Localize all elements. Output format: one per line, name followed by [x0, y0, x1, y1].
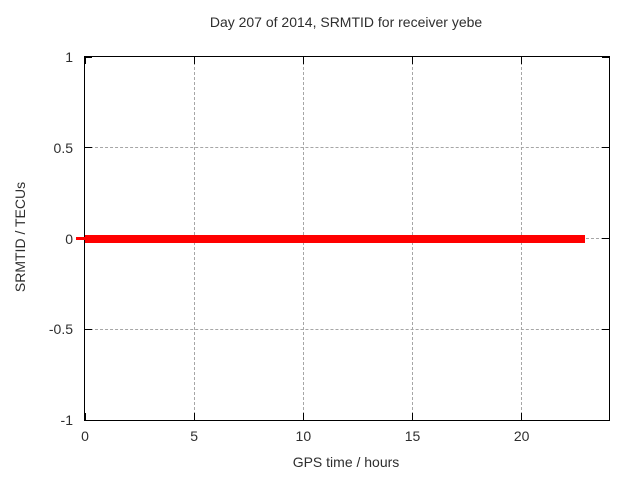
- y-tick-mark-right: [602, 56, 609, 58]
- series-line-srmtid: [85, 234, 585, 243]
- y-tick-mark-left: [85, 56, 92, 58]
- y-gridline: [85, 147, 609, 149]
- x-tick-mark-top: [521, 57, 523, 64]
- x-tick-mark-top: [193, 57, 195, 64]
- x-tick-mark-bottom: [193, 413, 195, 420]
- y-tick-label: 1: [65, 49, 73, 65]
- x-tick-label: 0: [81, 428, 89, 444]
- x-tick-mark-bottom: [521, 413, 523, 420]
- x-axis-label: GPS time / hours: [292, 454, 400, 470]
- y-tick-mark-right: [602, 419, 609, 421]
- y-tick-mark-left: [85, 419, 92, 421]
- y-gridline: [85, 328, 609, 330]
- chart-title: Day 207 of 2014, SRMTID for receiver yeb…: [209, 14, 483, 30]
- x-tick-label: 20: [513, 428, 530, 444]
- x-tick-mark-bottom: [412, 413, 413, 420]
- x-tick-mark-top: [302, 57, 304, 64]
- y-tick-mark-right: [602, 328, 609, 330]
- y-tick-mark-left: [85, 147, 92, 149]
- x-tick-mark-bottom: [302, 413, 304, 420]
- y-tick-label: -0.5: [48, 321, 73, 338]
- x-tick-mark-bottom: [84, 413, 86, 420]
- x-tick-label: 15: [404, 428, 421, 444]
- y-tick-mark-right: [602, 238, 609, 239]
- x-tick-mark-top: [84, 57, 86, 64]
- y-tick-label: 0: [65, 230, 73, 247]
- y-tick-label: -1: [60, 412, 73, 428]
- plot-area: 0 5 10 15 20 -1 -0.5 0 0.5 1: [49, 49, 610, 444]
- x-tick-label: 5: [190, 428, 199, 444]
- y-axis-label: SRMTID / TECUs: [12, 181, 28, 293]
- x-tick-mark-top: [412, 57, 413, 64]
- y-tick-label: 0.5: [53, 139, 73, 156]
- y-tick-mark-right: [602, 147, 609, 149]
- x-tick-label: 10: [295, 428, 312, 444]
- series-line-overhang: [76, 237, 85, 240]
- y-tick-mark-left: [85, 328, 92, 330]
